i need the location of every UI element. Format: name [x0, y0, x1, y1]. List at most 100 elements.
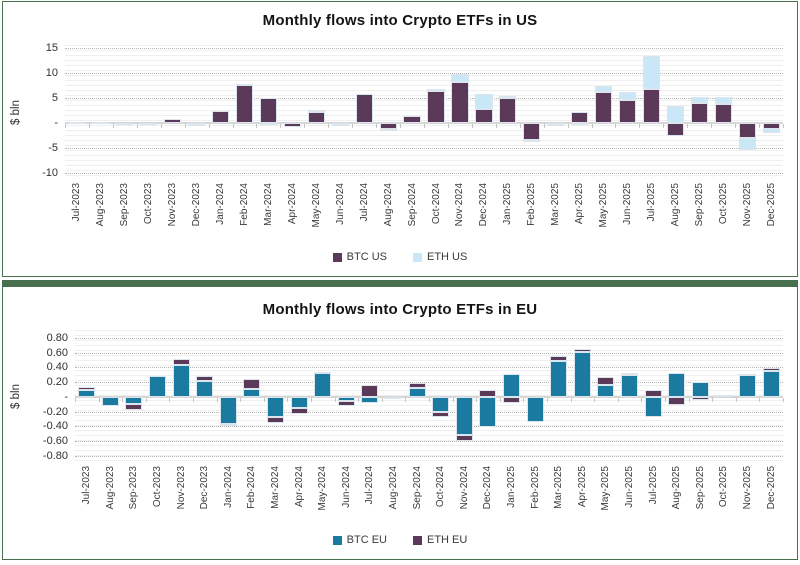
bar-segment-eth-us — [307, 110, 325, 112]
legend-swatch — [332, 535, 342, 545]
x-tick-label-text: Aug-2025 — [671, 466, 683, 510]
bar-segment-btc-us — [259, 97, 278, 123]
bar-segment-btc-us — [762, 123, 780, 129]
x-tick-label: Oct-2025 — [711, 183, 735, 247]
x-tick-label-text: Mar-2025 — [550, 183, 562, 226]
axis-tick — [208, 124, 210, 128]
bar-segment-eth-eu — [408, 382, 426, 389]
eu-chart-title: Monthly flows into Crypto ETFs in EU — [262, 301, 538, 318]
x-tick-label-text: Nov-2024 — [454, 183, 466, 227]
bar-Nov-2024 — [453, 330, 477, 463]
bar-segment-btc-us — [714, 104, 732, 123]
axis-tick — [570, 397, 572, 402]
bar-Nov-2025 — [735, 45, 759, 180]
x-tick-label: Aug-2025 — [665, 466, 689, 530]
bar-Nov-2024 — [448, 45, 472, 180]
axis-tick — [452, 397, 454, 402]
x-tick-label: Nov-2023 — [169, 466, 193, 530]
x-tick-label: Mar-2024 — [264, 466, 288, 530]
bar-segment-eth-us — [571, 123, 589, 125]
gridline — [75, 338, 783, 340]
eu-x-axis-labels: Jul-2023 Aug-2023 Sep-2023 Oct-2023 Nov-2023… — [75, 466, 783, 530]
axis-tick — [352, 124, 354, 128]
bar-segment-btc-eu — [78, 389, 96, 397]
axis-tick — [543, 124, 545, 128]
x-tick-label: Jan-2024 — [209, 183, 233, 247]
bar-Apr-2024 — [280, 45, 304, 180]
x-tick-label: Jun-2025 — [618, 466, 642, 530]
legend-label: BTC US — [346, 251, 387, 263]
bar-segment-btc-eu — [668, 372, 686, 397]
x-tick-label: Sep-2025 — [688, 466, 712, 530]
axis-tick — [663, 124, 665, 128]
bar-Dec-2025 — [759, 330, 783, 463]
y-tick-label: 15 — [45, 42, 58, 54]
x-tick-label: Mar-2024 — [257, 183, 281, 247]
bar-Feb-2025 — [523, 330, 547, 463]
x-tick-label-text: Oct-2023 — [152, 466, 164, 508]
x-tick-label-text: May-2024 — [310, 183, 322, 228]
axis-tick — [547, 397, 548, 402]
x-tick-label: Nov-2025 — [736, 466, 760, 530]
x-tick-label-text: Dec-2024 — [482, 466, 494, 510]
bar-segment-btc-us — [451, 81, 469, 123]
x-tick-label-text: Jan-2025 — [502, 183, 514, 225]
x-tick-label-text: Sep-2024 — [411, 466, 423, 510]
bar-segment-eth-us — [331, 123, 349, 126]
x-tick-label: Sep-2023 — [113, 183, 137, 247]
bar-segment-btc-us — [427, 90, 445, 123]
bar-segment-eth-us — [618, 92, 637, 100]
axis-tick — [400, 124, 402, 128]
x-tick-label-text: Sep-2025 — [693, 183, 705, 227]
legend-label: ETH US — [427, 251, 468, 263]
x-tick-label: Dec-2023 — [193, 466, 217, 530]
bar-Aug-2024 — [376, 45, 400, 180]
bar-segment-btc-eu — [361, 396, 379, 403]
bar-segment-eth-us — [642, 55, 661, 89]
x-tick-label: Nov-2023 — [161, 183, 185, 247]
y-tick-label: 10 — [45, 67, 58, 79]
x-tick-label: Oct-2023 — [146, 466, 170, 530]
eu-y-axis-ticks: 0.80 0.60 0.40 0.20- -0.20 -0.40 -0.60 -0.80 — [29, 330, 75, 463]
bar-segment-btc-eu — [526, 396, 544, 422]
x-tick-label-text: Apr-2024 — [286, 183, 298, 225]
bar-slots — [75, 330, 783, 463]
bar-Feb-2024 — [240, 330, 264, 463]
bar-segment-eth-us — [499, 95, 517, 98]
gridline — [65, 98, 783, 99]
bar-segment-eth-eu — [196, 376, 214, 381]
bar-segment-btc-us — [211, 111, 230, 123]
bar-segment-btc-us — [523, 123, 541, 140]
bar-Oct-2024 — [424, 45, 448, 180]
bar-Apr-2025 — [568, 45, 592, 180]
x-tick-label: Nov-2024 — [453, 466, 477, 530]
bar-segment-eth-eu — [550, 356, 568, 361]
legend-swatch — [332, 252, 342, 262]
bar-segment-btc-us — [164, 119, 182, 123]
axis-tick — [687, 124, 689, 128]
bar-May-2025 — [592, 45, 616, 180]
y-tick-label: -0.80 — [42, 449, 68, 462]
axis-tick — [476, 397, 478, 402]
gridline — [65, 173, 783, 174]
bar-segment-eth-us — [235, 83, 254, 86]
bar-segment-eth-eu — [455, 435, 473, 441]
x-tick-label-text: Nov-2025 — [741, 466, 753, 510]
x-tick-label-text: Sep-2023 — [128, 466, 140, 510]
x-tick-label-text: Jun-2025 — [623, 466, 635, 508]
bar-segment-eth-us — [547, 123, 565, 126]
x-tick-label: Oct-2024 — [429, 466, 453, 530]
bar-segment-eth-eu — [290, 407, 308, 415]
bar-segment-eth-us — [762, 129, 780, 133]
bar-segment-eth-eu — [243, 379, 261, 389]
x-tick-label: May-2025 — [592, 183, 616, 247]
x-tick-label-text: Feb-2024 — [246, 466, 258, 509]
x-tick-label-text: Dec-2025 — [765, 466, 777, 510]
x-axis-line — [75, 395, 783, 398]
bar-segment-btc-eu — [196, 380, 214, 397]
bar-segment-btc-eu — [172, 365, 190, 397]
axis-tick — [495, 124, 497, 128]
axis-tick — [122, 397, 124, 402]
x-tick-label: Jun-2024 — [328, 183, 352, 247]
bar-Jun-2025 — [616, 45, 640, 180]
